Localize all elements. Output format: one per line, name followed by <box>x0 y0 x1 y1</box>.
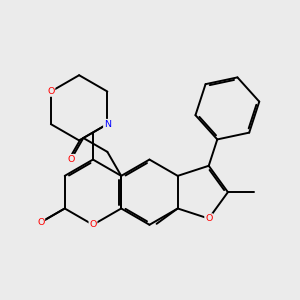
Text: O: O <box>68 155 75 164</box>
Text: O: O <box>47 87 55 96</box>
Text: O: O <box>89 220 97 229</box>
Text: O: O <box>205 214 212 223</box>
Text: N: N <box>104 120 111 129</box>
Text: O: O <box>37 218 44 227</box>
